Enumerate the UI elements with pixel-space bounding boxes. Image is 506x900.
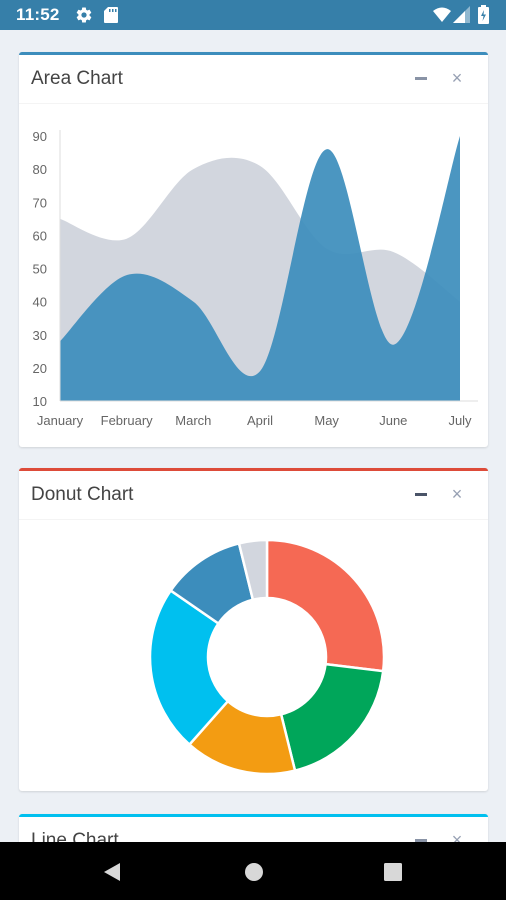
sd-card-icon xyxy=(104,7,118,23)
box-header: Area Chart × xyxy=(19,55,488,104)
y-tick-label: 30 xyxy=(33,328,47,343)
minus-icon[interactable] xyxy=(408,827,434,853)
y-tick-label: 50 xyxy=(33,262,47,277)
area-series-2 xyxy=(60,136,460,401)
box-header: Donut Chart × xyxy=(19,471,488,520)
home-icon[interactable] xyxy=(244,862,264,882)
box-title: Donut Chart xyxy=(31,484,134,505)
y-tick-label: 90 xyxy=(33,129,47,144)
navigation-bar xyxy=(0,842,506,900)
y-tick-label: 40 xyxy=(33,295,47,310)
y-tick-label: 10 xyxy=(33,394,47,409)
battery-icon xyxy=(478,5,489,24)
box-title: Area Chart xyxy=(31,68,123,89)
area-chart-box: Area Chart × 10 20 30 40 50 60 70 80 90 January Fe… xyxy=(19,52,488,447)
wifi-icon xyxy=(433,7,451,22)
donut-slice[interactable] xyxy=(148,588,230,747)
x-tick-label: May xyxy=(314,413,339,428)
times-icon[interactable]: × xyxy=(451,484,463,504)
recents-icon[interactable] xyxy=(384,863,402,881)
y-tick-label: 60 xyxy=(33,228,47,243)
minus-icon[interactable] xyxy=(408,65,434,91)
status-time: 11:52 xyxy=(16,5,60,24)
donut-chart-box: Donut Chart × xyxy=(19,468,488,791)
times-icon[interactable]: × xyxy=(451,68,463,88)
donut-slice[interactable] xyxy=(237,538,269,602)
back-icon[interactable] xyxy=(103,862,121,882)
area-chart: 10 20 30 40 50 60 70 80 90 January February March Ap… xyxy=(33,129,478,428)
x-tick-label: February xyxy=(101,413,154,428)
donut-chart xyxy=(148,538,386,776)
x-tick-label: January xyxy=(37,413,84,428)
x-tick-label: April xyxy=(247,413,273,428)
times-icon[interactable]: × xyxy=(451,830,463,850)
donut-slice[interactable] xyxy=(279,662,385,773)
y-tick-label: 20 xyxy=(33,361,47,376)
donut-slice[interactable] xyxy=(265,538,386,673)
y-tick-label: 80 xyxy=(33,162,47,177)
signal-icon xyxy=(453,6,470,23)
minus-icon[interactable] xyxy=(408,481,434,507)
gear-icon xyxy=(76,7,92,23)
x-tick-label: July xyxy=(448,413,472,428)
status-bar: 11:52 xyxy=(0,0,506,30)
y-tick-label: 70 xyxy=(33,195,47,210)
x-tick-label: June xyxy=(379,413,407,428)
x-tick-label: March xyxy=(175,413,211,428)
